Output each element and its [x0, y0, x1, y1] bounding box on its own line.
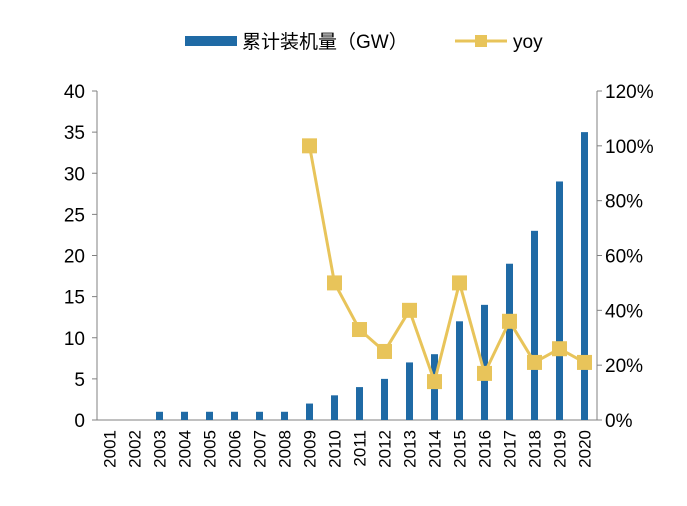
axes [96, 91, 598, 421]
x-tick-label: 2012 [376, 430, 395, 468]
x-tick-label: 2015 [451, 430, 470, 468]
bar [256, 411, 263, 420]
yoy-point [452, 275, 467, 291]
x-tick-label: 2008 [276, 430, 295, 468]
x-tick-label: 2013 [401, 430, 420, 468]
bar [306, 403, 313, 420]
bar [581, 132, 588, 420]
y-left-tick-label: 10 [64, 329, 85, 350]
legend-bar-label: 累计装机量（GW） [242, 31, 408, 53]
x-tick-label: 2001 [101, 430, 120, 468]
y-left-ticks: 0 5 10 15 20 25 30 35 40 [64, 82, 97, 432]
y-left-tick-label: 20 [64, 247, 85, 268]
bar [506, 263, 513, 420]
yoy-line [308, 145, 586, 384]
legend-bar-swatch [185, 36, 237, 46]
bar [231, 411, 238, 420]
y-right-tick-label: 60% [605, 247, 643, 268]
bar [381, 378, 388, 420]
y-left-tick-label: 25 [64, 205, 85, 226]
yoy-point [577, 354, 592, 370]
y-right-tick-label: 120% [605, 82, 654, 103]
bar [206, 411, 213, 420]
yoy-point [352, 322, 367, 338]
x-tick-label: 2014 [426, 430, 445, 468]
bar [331, 395, 338, 420]
y-right-tick-label: 40% [605, 301, 643, 322]
y-right-tick-label: 20% [605, 356, 643, 377]
legend-line-label: yoy [513, 32, 543, 53]
y-left-tick-label: 0 [74, 411, 85, 432]
x-tick-label: 2004 [176, 430, 195, 468]
yoy-point [527, 354, 542, 370]
yoy-point [327, 275, 342, 291]
yoy-point [552, 341, 567, 357]
yoy-point [402, 302, 417, 318]
yoy-point [377, 343, 392, 359]
y-right-ticks: 0% 20% 40% 60% 80% 100% 120% [597, 82, 654, 432]
legend: 累计装机量（GW） yoy [185, 31, 543, 53]
bar [481, 304, 488, 420]
yoy-point [477, 365, 492, 381]
bar [456, 321, 463, 420]
line-series [302, 138, 592, 390]
y-left-tick-label: 15 [64, 288, 85, 309]
y-left-tick-label: 40 [64, 82, 85, 103]
x-tick-label: 2002 [126, 430, 145, 468]
bar [556, 181, 563, 420]
bar [281, 411, 288, 420]
x-tick-label: 2017 [501, 430, 520, 468]
bar-series [156, 132, 588, 420]
x-tick-label: 2018 [526, 430, 545, 468]
legend-line-marker [475, 35, 487, 47]
y-right-tick-label: 0% [605, 411, 633, 432]
bar [531, 230, 538, 420]
x-tick-label: 2003 [151, 430, 170, 468]
x-tick-label: 2007 [251, 430, 270, 468]
x-tick-label: 2011 [351, 430, 370, 467]
x-tick-label: 2016 [476, 430, 495, 468]
x-ticks: 2001 2002 2003 2004 2005 2006 2007 2008 2009 2010… [101, 430, 595, 468]
x-tick-label: 2020 [576, 430, 595, 468]
x-tick-label: 2005 [201, 430, 220, 468]
y-left-tick-label: 5 [74, 370, 85, 391]
bar [406, 362, 413, 420]
y-right-tick-label: 100% [605, 137, 654, 158]
x-tick-label: 2009 [301, 430, 320, 468]
x-tick-label: 2006 [226, 430, 245, 468]
y-left-tick-label: 35 [64, 123, 85, 144]
y-left-tick-label: 30 [64, 164, 85, 185]
x-tick-label: 2019 [551, 430, 570, 468]
yoy-point [427, 374, 442, 390]
x-tick-label: 2010 [326, 430, 345, 468]
bar [356, 387, 363, 420]
yoy-point [302, 138, 317, 154]
bar [156, 411, 163, 420]
y-right-tick-label: 80% [605, 192, 643, 213]
yoy-point [502, 313, 517, 329]
bar [181, 411, 188, 420]
